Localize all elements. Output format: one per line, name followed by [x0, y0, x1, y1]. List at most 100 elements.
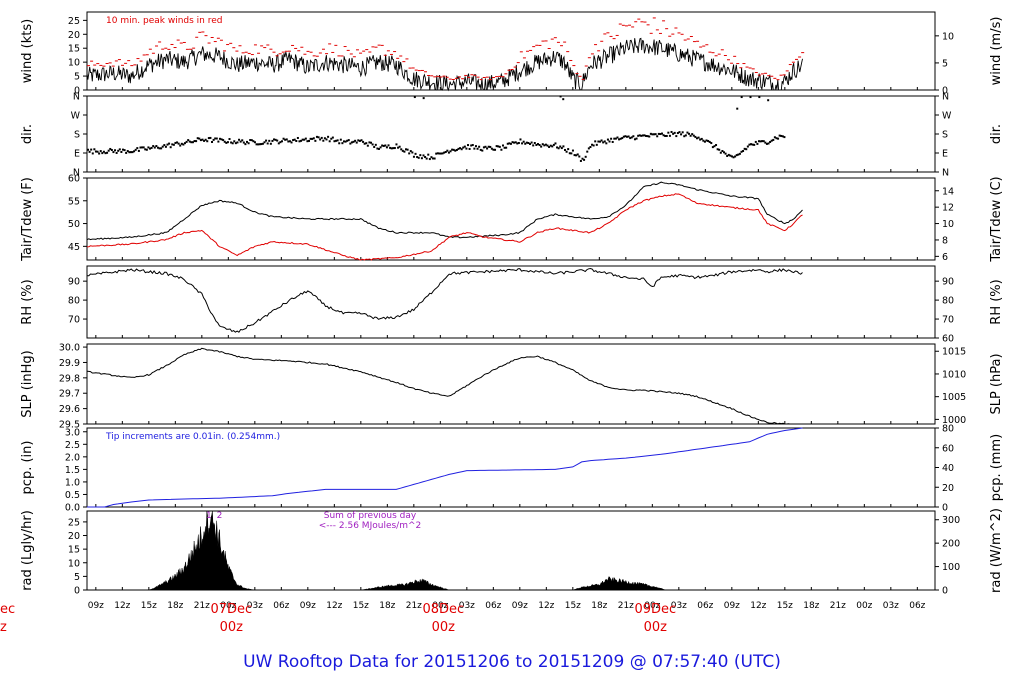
dir-dir-point — [408, 152, 411, 155]
dir-dir-point — [459, 147, 462, 150]
dir-dir-point — [195, 140, 198, 143]
dir-dir-point — [110, 148, 113, 151]
slp-left-tick-label: 30.0 — [59, 343, 80, 354]
dir-dir-point — [579, 159, 582, 162]
temp-right-tick-label: 12 — [942, 203, 954, 214]
dir-dir-point — [133, 150, 136, 153]
panel-rad: 0 5 10 15 20 25 0 100 200 300 rad (Lgly/hr) rad (W/… — [20, 508, 1004, 596]
dir-dir-point — [529, 143, 532, 146]
wind-right-tick-label: 5 — [942, 58, 948, 69]
dir-dir-point — [675, 135, 678, 138]
time-tick-label: 12z — [114, 601, 130, 611]
dir-dir-point — [366, 144, 369, 147]
dir-dir-point — [629, 137, 632, 140]
dir-dir-point — [657, 132, 660, 135]
dir-right-axis-title: dir. — [989, 124, 1004, 144]
dir-dir-point — [564, 148, 566, 151]
day-label-date: 08Dec — [422, 602, 464, 617]
dir-dir-point — [226, 141, 229, 144]
dir-dir-point — [121, 148, 124, 151]
time-tick-label: 03z — [671, 601, 687, 611]
wind-left-tick-label: 0 — [74, 86, 80, 97]
dir-dir-point — [352, 140, 355, 143]
dir-dir-point — [228, 138, 231, 141]
dir-dir-point — [166, 143, 169, 146]
dir-dir-point — [331, 136, 334, 139]
slp-left-tick-label: 29.9 — [59, 358, 80, 369]
pcp-left-tick-label: 1.0 — [65, 477, 80, 488]
dir-dir-point — [362, 140, 365, 143]
dir-dir-point — [420, 157, 423, 160]
rad-left-tick-label: 15 — [68, 545, 80, 556]
dir-dir-point — [417, 156, 420, 159]
dir-dir-point — [277, 142, 280, 145]
dir-dir-point — [770, 139, 773, 142]
dir-dir-point — [118, 148, 121, 151]
dir-dir-point — [598, 140, 601, 143]
dir-dir-point — [99, 150, 102, 153]
dir-dir-point — [422, 154, 425, 157]
time-tick-label: 09z — [724, 601, 740, 611]
rh-frame — [86, 265, 936, 339]
dir-dir-point — [471, 144, 474, 147]
dir-dir-point — [748, 143, 751, 146]
panel-pcp: 0.0 0.5 1.01.5 2.02.5 3.0 0 20 40 60 80 pcp. (in) p… — [20, 424, 1004, 514]
dir-dir-point — [234, 142, 237, 145]
dir-dir-point — [160, 147, 163, 150]
dir-dir-point — [176, 141, 179, 144]
dir-dir-point — [780, 134, 783, 137]
time-tick-label: 03z — [883, 601, 899, 611]
day-label-date: 09Dec — [634, 602, 676, 617]
dir-dir-point — [293, 138, 296, 141]
day-label-date: 07Dec — [210, 602, 252, 617]
dir-dir-point — [544, 143, 547, 146]
dir-dir-point — [350, 141, 353, 144]
dir-dir-point — [689, 134, 692, 137]
dir-dir-point — [112, 151, 115, 154]
dir-dir-point — [586, 150, 589, 153]
dir-dir-point — [406, 148, 409, 151]
dir-dir-point — [467, 144, 470, 147]
dir-dir-point — [168, 142, 171, 145]
dir-dir-point — [249, 139, 252, 142]
dir-dir-point — [136, 147, 139, 150]
dir-dir-point — [758, 96, 761, 99]
dir-dir-point — [252, 140, 255, 143]
dir-dir-point — [290, 141, 293, 144]
dir-dir-point — [691, 133, 694, 136]
dir-dir-point — [389, 146, 392, 149]
rad-right-axis-title: rad (W/m^2) — [989, 508, 1004, 593]
dir-dir-point — [482, 146, 485, 149]
dir-dir-point — [517, 141, 520, 144]
dir-dir-point — [102, 150, 105, 153]
dir-dir-point — [519, 138, 522, 141]
dir-dir-point — [330, 137, 333, 140]
dir-dir-point — [164, 145, 167, 148]
dir-dir-point — [397, 146, 400, 149]
dir-dir-point — [188, 140, 191, 143]
wind-series-0 — [86, 37, 803, 92]
dir-dir-point — [123, 149, 126, 152]
rh-right-axis-title: RH (%) — [989, 279, 1004, 324]
dir-dir-point — [152, 145, 155, 148]
dir-dir-point — [533, 141, 536, 144]
dir-dir-point — [144, 148, 147, 151]
pcp-left-tick-label: 3.0 — [65, 427, 80, 438]
dir-dir-point — [624, 135, 627, 138]
slp-right-tick-label: 1005 — [942, 392, 966, 403]
dir-dir-point — [295, 140, 298, 143]
dir-dir-point — [207, 137, 210, 140]
dir-dir-point — [692, 134, 695, 137]
rh-left-axis-title: RH (%) — [20, 279, 35, 324]
dir-dir-point — [269, 142, 272, 145]
rad-left-tick-label: 20 — [68, 531, 80, 542]
time-tick-label: 09z — [300, 601, 316, 611]
dir-dir-point — [511, 141, 514, 144]
dir-dir-point — [315, 135, 318, 138]
dir-dir-point — [311, 137, 314, 140]
slp-left-tick-label: 29.5 — [59, 420, 80, 431]
dir-dir-point — [336, 139, 339, 142]
dir-dir-point — [616, 136, 619, 139]
slp-series-0 — [86, 347, 803, 425]
day-label-time: 00z — [220, 620, 244, 635]
